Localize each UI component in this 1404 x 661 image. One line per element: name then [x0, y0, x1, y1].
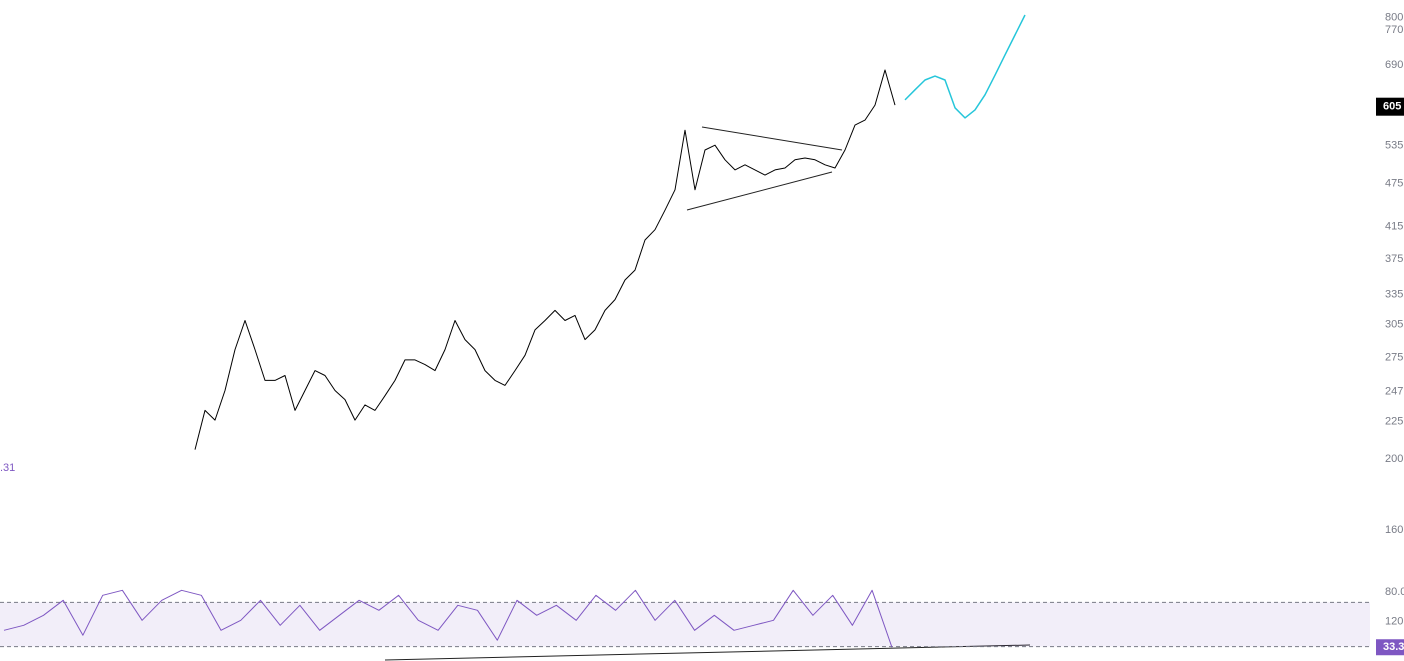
y-tick-label: 275 — [1385, 352, 1403, 364]
series-line — [194, 69, 896, 450]
y-tick-label: 375 — [1385, 253, 1403, 265]
y-tick-label: 120 — [1385, 615, 1403, 627]
series-line — [3, 589, 893, 648]
last-value-label: 33.3 — [1383, 641, 1404, 653]
trendline — [701, 126, 843, 151]
trendline — [686, 171, 833, 211]
last-price-label: 605 — [1383, 101, 1401, 113]
y-tick-label: 475 — [1385, 178, 1403, 190]
rsi-band — [0, 602, 1370, 647]
y-tick-label: 415 — [1385, 221, 1403, 233]
last-price-box — [1376, 97, 1404, 116]
rsi-trendline — [384, 644, 1031, 661]
y-tick-label: 305 — [1385, 319, 1403, 331]
y-tick-label: 800 — [1385, 12, 1403, 24]
series-line — [904, 14, 1026, 119]
y-tick-label: 335 — [1385, 289, 1403, 301]
y-tick-label: 535 — [1385, 140, 1403, 152]
y-tick-label: 225 — [1385, 415, 1403, 427]
annotation: .31 — [0, 462, 15, 474]
y-tick-label: 200 — [1385, 453, 1403, 465]
y-tick-label: 80.0 — [1385, 586, 1404, 598]
y-tick-label: 247 — [1385, 386, 1403, 398]
y-tick-label: 690 — [1385, 59, 1403, 71]
last-value-box — [1376, 639, 1404, 656]
y-tick-label: 770 — [1385, 24, 1403, 36]
y-tick-label: 160 — [1385, 524, 1403, 536]
